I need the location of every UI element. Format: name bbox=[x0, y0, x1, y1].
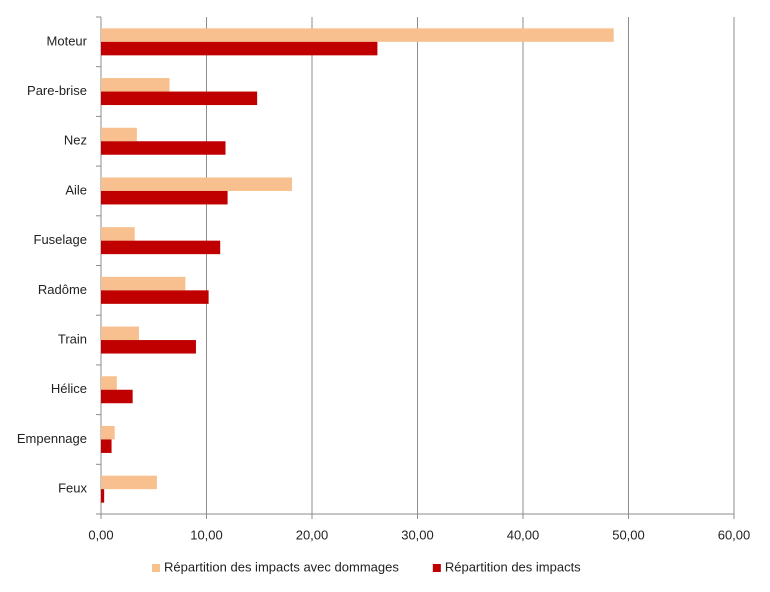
bar bbox=[101, 240, 221, 255]
y-tick-label: Empennage bbox=[17, 431, 87, 446]
x-tick-label: 30,00 bbox=[401, 527, 434, 542]
bar bbox=[101, 227, 135, 241]
x-tick-label: 60,00 bbox=[718, 527, 751, 542]
y-tick-label: Train bbox=[58, 331, 87, 346]
x-tick-label: 20,00 bbox=[296, 527, 329, 542]
y-tick-label: Radôme bbox=[38, 282, 87, 297]
legend-label: Répartition des impacts avec dommages bbox=[164, 559, 399, 574]
y-tick-label: Feux bbox=[58, 481, 87, 496]
bar bbox=[101, 475, 157, 490]
bar bbox=[101, 276, 186, 291]
bar bbox=[101, 439, 112, 453]
bar bbox=[101, 41, 378, 56]
y-tick-label: Pare-brise bbox=[27, 83, 87, 98]
y-tick-label: Nez bbox=[64, 133, 87, 148]
bar bbox=[101, 141, 226, 155]
legend-label: Répartition des impacts bbox=[445, 559, 581, 574]
y-tick-label: Aile bbox=[65, 182, 87, 197]
x-tick-label: 40,00 bbox=[507, 527, 540, 542]
x-tick-label: 10,00 bbox=[190, 527, 223, 542]
bar bbox=[101, 340, 196, 354]
bar bbox=[101, 290, 209, 304]
y-tick-label: Fuselage bbox=[34, 232, 87, 247]
bar bbox=[101, 425, 115, 440]
x-tick-label: 0,00 bbox=[88, 527, 113, 542]
legend-swatch bbox=[432, 564, 441, 572]
bar bbox=[101, 177, 292, 191]
x-tick-label: 50,00 bbox=[612, 527, 645, 542]
bar bbox=[101, 389, 133, 404]
bar bbox=[101, 190, 228, 205]
legend-swatch bbox=[152, 564, 160, 572]
bar bbox=[101, 127, 137, 142]
bar bbox=[101, 489, 105, 503]
bar bbox=[101, 376, 117, 390]
bar bbox=[101, 91, 258, 106]
y-tick-label: Hélice bbox=[51, 381, 87, 396]
bar bbox=[101, 326, 139, 341]
y-tick-label: Moteur bbox=[47, 33, 88, 48]
bar bbox=[101, 28, 614, 42]
bar bbox=[101, 78, 170, 92]
